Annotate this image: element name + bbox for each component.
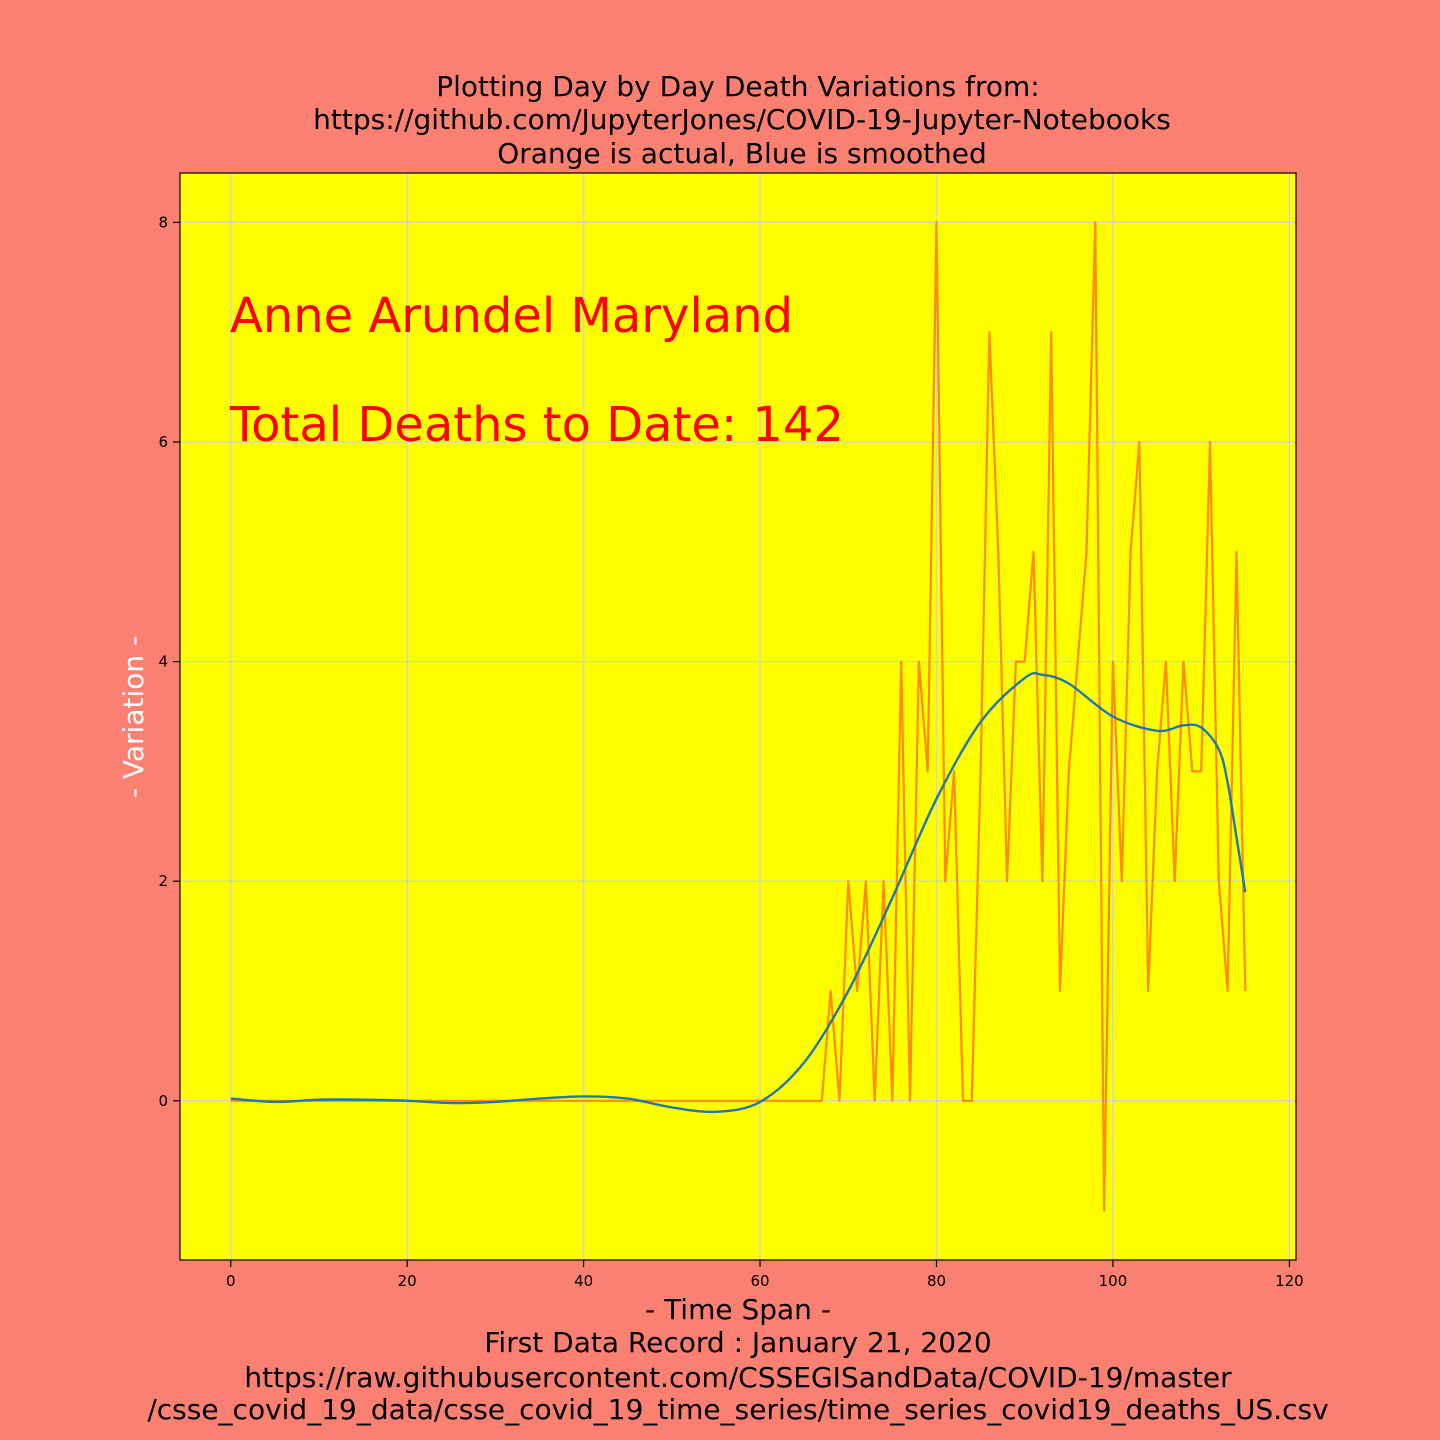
y-tick-label: 4 <box>158 653 168 671</box>
y-tick-label: 6 <box>158 433 168 451</box>
annotation-total-deaths: Total Deaths to Date: 142 <box>229 397 844 453</box>
x-axis-label-line-1: - Time Span - <box>645 1293 831 1326</box>
x-axis-label-line-3: https://raw.githubusercontent.com/CSSEGI… <box>244 1361 1232 1394</box>
ticks: 0 20 40 60 80 100 120 0 2 4 6 8 <box>158 213 1303 1290</box>
annotation-location: Anne Arundel Maryland <box>230 288 793 344</box>
y-tick-label: 2 <box>158 872 168 890</box>
x-tick-label: 20 <box>398 1272 417 1290</box>
y-axis-label: - Variation - <box>117 636 150 798</box>
x-axis-label-line-2: First Data Record : January 21, 2020 <box>484 1326 991 1359</box>
x-tick-label: 80 <box>927 1272 946 1290</box>
plot-area <box>180 173 1296 1260</box>
x-tick-label: 100 <box>1099 1272 1128 1290</box>
x-tick-label: 120 <box>1275 1272 1304 1290</box>
x-tick-label: 0 <box>226 1272 236 1290</box>
y-tick-label: 0 <box>158 1092 168 1110</box>
chart-title-line-3: Orange is actual, Blue is smoothed <box>497 137 987 170</box>
series-layer <box>230 221 1247 1212</box>
x-tick-label: 60 <box>751 1272 770 1290</box>
x-tick-label: 40 <box>574 1272 593 1290</box>
series-smoothed-line <box>230 671 1247 1114</box>
chart-title-line-2: https://github.com/JupyterJones/COVID-19… <box>313 103 1171 136</box>
plot-frame <box>179 172 1297 1261</box>
y-tick-label: 8 <box>158 213 168 231</box>
chart-title-line-1: Plotting Day by Day Death Variations fro… <box>436 70 1039 103</box>
x-axis-label-line-4: /csse_covid_19_data/csse_covid_19_time_s… <box>147 1393 1328 1426</box>
